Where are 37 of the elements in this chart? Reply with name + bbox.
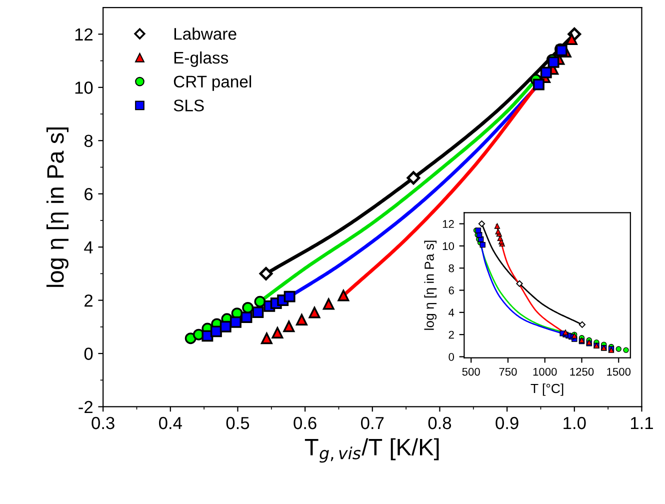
y-axis-title: log η [η in Pa s]: [424, 240, 437, 330]
x-tick-label: 500: [462, 368, 480, 376]
y-tick-label: 12: [75, 28, 92, 40]
y-tick-label: 0: [448, 353, 454, 361]
y-tick-label: 4: [84, 241, 93, 254]
x-tick-label: 750: [499, 368, 517, 376]
y-tick-label: 2: [448, 330, 454, 339]
x-tick-label: 1500: [607, 368, 631, 376]
x-tick-label: 0.7: [361, 416, 384, 430]
y-tick-label: 4: [448, 308, 454, 316]
y-tick-label: 8: [84, 134, 93, 148]
y-tick-label: 6: [84, 188, 93, 200]
y-tick-label: 8: [448, 264, 454, 272]
legend-label: Labware: [174, 28, 236, 40]
y-tick-label: 10: [75, 82, 93, 94]
x-tick-label: 0.9: [496, 416, 518, 430]
x-tick-label: 0.8: [428, 416, 452, 430]
x-axis-title: T$_{g,vis}$/T [K/K]: [304, 438, 439, 463]
x-tick-label: 1.0: [564, 416, 586, 430]
y-tick-label: 12: [442, 220, 454, 228]
x-tick-label: 0.3: [92, 416, 114, 430]
x-tick-label: 1.1: [630, 417, 653, 430]
legend-label: CRT panel: [174, 75, 252, 91]
y-tick-label: 0: [84, 348, 93, 360]
legend-label: SLS: [174, 100, 204, 112]
y-tick-label: 10: [442, 242, 454, 250]
y-axis-title: log η [η in Pa s]: [46, 127, 68, 287]
y-tick-label: 6: [448, 286, 454, 294]
y-tick-label: -2: [78, 400, 92, 414]
legend-label: E-glass: [174, 51, 228, 67]
y-tick-label: 2: [84, 294, 92, 307]
x-tick-label: 1250: [570, 368, 594, 376]
x-tick-label: 0.4: [159, 416, 182, 430]
x-axis-title: T [°C]: [530, 383, 564, 396]
x-tick-label: 0.5: [226, 416, 250, 430]
x-tick-label: 0.6: [294, 416, 316, 430]
x-tick-label: 1000: [533, 368, 557, 376]
